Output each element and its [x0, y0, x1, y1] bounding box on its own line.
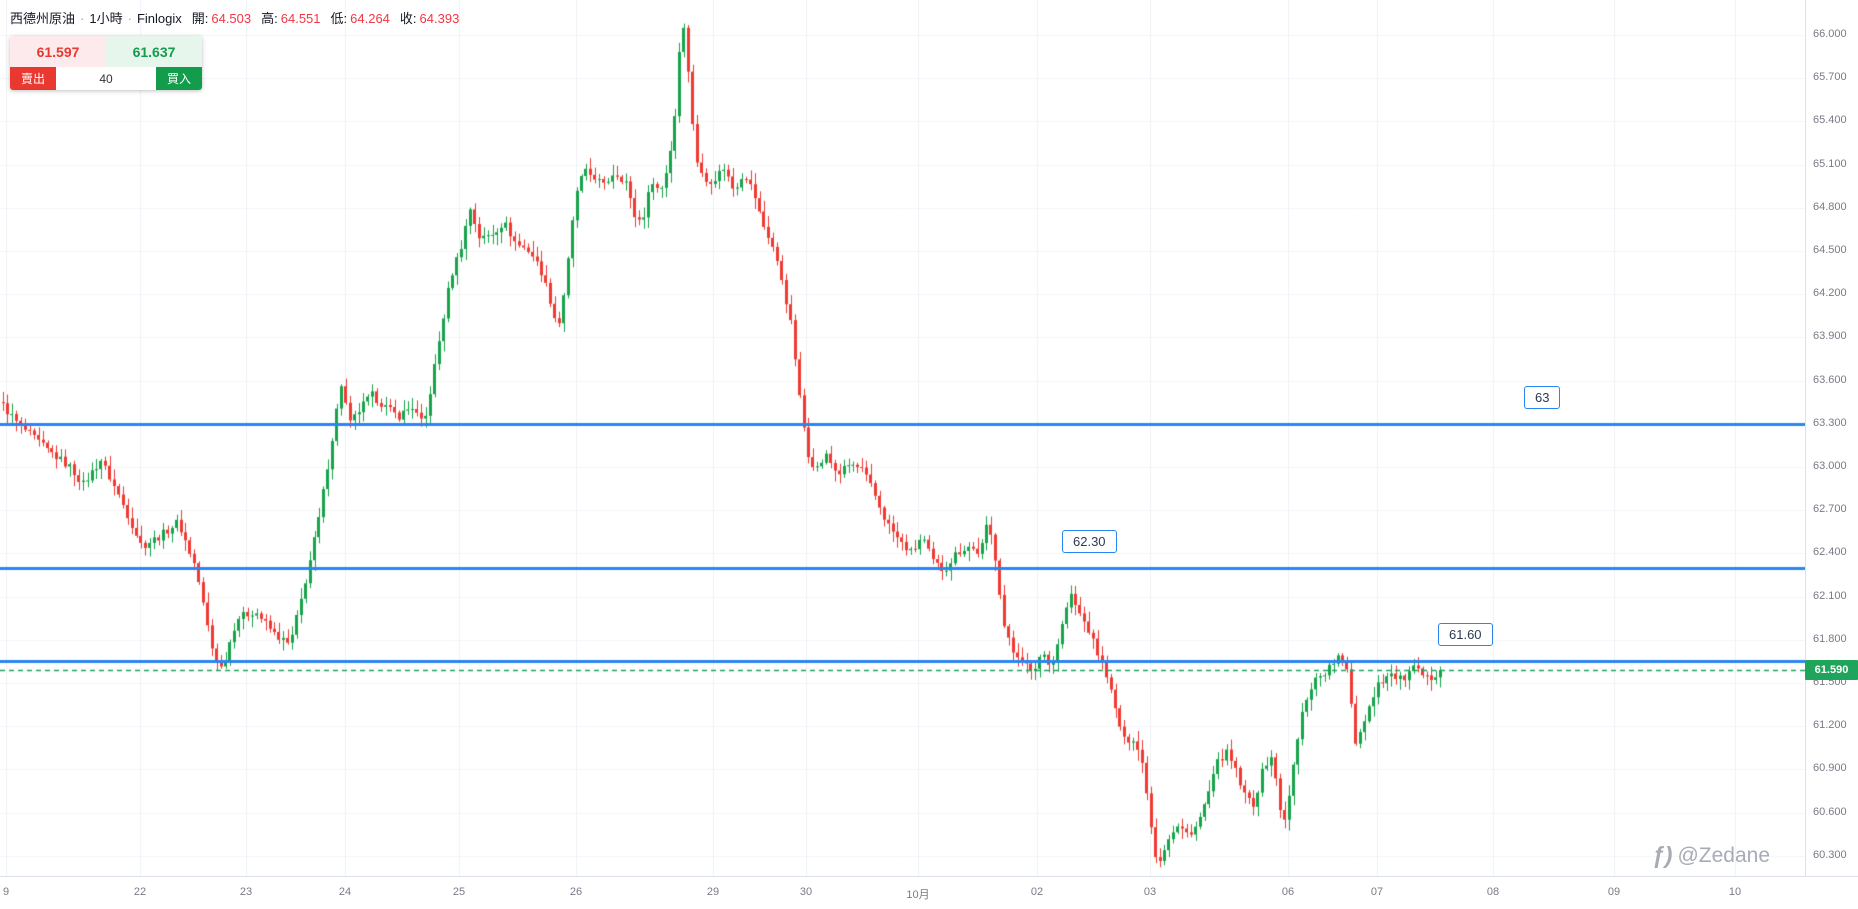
- spread-value: 40: [56, 67, 156, 90]
- y-axis-tick: 65.100: [1813, 157, 1847, 170]
- buy-price[interactable]: 61.637: [106, 36, 202, 67]
- price-line-label[interactable]: 63: [1524, 385, 1561, 409]
- y-axis-tick: 65.700: [1813, 71, 1847, 84]
- price-axis[interactable]: 66.000 65.700 65.400 65.100 64.800 64.500 64.2…: [1805, 0, 1858, 876]
- y-axis-tick: 60.300: [1813, 848, 1847, 861]
- x-axis-tick: 06: [1281, 886, 1295, 898]
- y-axis-tick: 60.600: [1813, 805, 1847, 818]
- x-axis-tick: 24: [338, 886, 352, 898]
- x-axis-tick: 23: [239, 886, 253, 898]
- y-axis-tick: 63.300: [1813, 416, 1847, 429]
- x-axis-tick: 09: [1607, 886, 1621, 898]
- y-axis-tick: 66.000: [1813, 28, 1847, 40]
- x-axis-tick: 02: [1030, 886, 1044, 898]
- x-axis-tick: 07: [1370, 886, 1384, 898]
- x-axis-tick: 25: [452, 886, 466, 898]
- close-value: 64.393: [419, 11, 460, 26]
- current-price-tag: 61.590: [1805, 660, 1858, 681]
- time-axis[interactable]: 9 22 23 24 25 26 29 30 10月 02 03 06 07 08 09 10: [0, 876, 1858, 909]
- watermark: ƒ) @Zedane: [1652, 842, 1770, 869]
- y-axis-tick: 65.400: [1813, 114, 1847, 127]
- x-axis-tick: 26: [569, 886, 583, 898]
- x-axis-tick: 08: [1486, 886, 1500, 898]
- high-label: 高:: [261, 11, 278, 26]
- symbol-title[interactable]: 西德州原油: [10, 11, 76, 26]
- y-axis-tick: 62.100: [1813, 589, 1847, 602]
- y-axis-tick: 62.700: [1813, 503, 1847, 516]
- watermark-handle: @Zedane: [1677, 843, 1770, 867]
- price-line-label[interactable]: 61.60: [1438, 623, 1493, 647]
- data-source: Finlogix: [136, 11, 182, 26]
- y-axis-tick: 61.800: [1813, 632, 1847, 645]
- y-axis-tick: 64.500: [1813, 244, 1847, 256]
- close-label: 收:: [399, 11, 417, 26]
- y-axis-tick: 64.200: [1813, 287, 1847, 300]
- separator: ·: [80, 11, 85, 26]
- zedane-logo-icon: ƒ): [1652, 842, 1673, 868]
- sell-button[interactable]: 賣出: [10, 67, 56, 90]
- order-panel: 61.597 61.637 賣出 40 買入: [10, 36, 202, 90]
- sell-price[interactable]: 61.597: [10, 36, 106, 67]
- x-axis-tick: 22: [133, 886, 147, 898]
- separator: ·: [127, 11, 132, 26]
- buy-button[interactable]: 買入: [156, 67, 202, 90]
- low-value: 64.264: [350, 11, 390, 26]
- x-axis-tick: 9: [2, 886, 10, 898]
- open-label: 開:: [191, 11, 209, 26]
- x-axis-tick: 03: [1143, 886, 1157, 898]
- price-line-label[interactable]: 62.30: [1062, 529, 1117, 553]
- y-axis-tick: 63.600: [1813, 373, 1847, 386]
- y-axis-tick: 63.900: [1813, 330, 1847, 343]
- high-value: 64.551: [280, 11, 321, 26]
- x-axis-tick: 10月: [906, 889, 930, 901]
- y-axis-tick: 61.200: [1813, 719, 1847, 732]
- open-value: 64.503: [211, 11, 252, 26]
- y-axis-tick: 64.800: [1813, 200, 1847, 213]
- timeframe[interactable]: 1小時: [89, 11, 123, 26]
- y-axis-tick: 62.400: [1813, 546, 1847, 559]
- low-label: 低:: [330, 11, 348, 26]
- y-axis-tick: 63.000: [1813, 460, 1847, 472]
- x-axis-tick: 29: [706, 886, 720, 898]
- y-axis-tick: 60.900: [1813, 762, 1847, 775]
- chart-header: 西德州原油 · 1小時 · Finlogix 開: 64.503 高: 64.551 低: 64.2…: [10, 8, 459, 27]
- x-axis-tick: 10: [1728, 886, 1742, 898]
- x-axis-tick: 30: [799, 886, 813, 898]
